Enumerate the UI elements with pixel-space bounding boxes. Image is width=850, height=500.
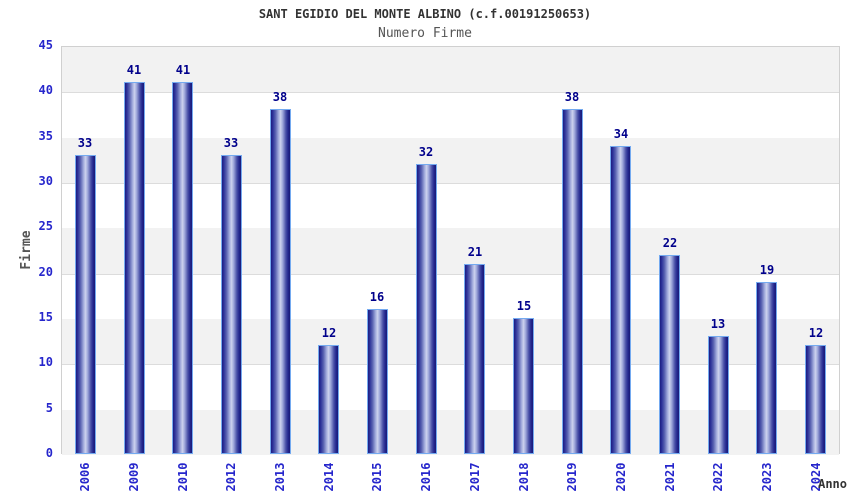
bar-value-label: 15 bbox=[516, 299, 532, 313]
x-tick-label: 2013 bbox=[273, 462, 287, 492]
bar-value-label: 41 bbox=[175, 63, 191, 77]
bar-value-label: 34 bbox=[613, 127, 629, 141]
y-tick-label: 30 bbox=[38, 174, 53, 188]
bar bbox=[708, 336, 729, 454]
y-axis-label: Firme bbox=[19, 230, 34, 270]
bar-value-label: 22 bbox=[662, 236, 678, 250]
x-tick-label: 2017 bbox=[468, 462, 482, 492]
x-tick-label: 2006 bbox=[78, 462, 92, 492]
y-tick-label: 35 bbox=[38, 128, 53, 143]
bar-value-label: 21 bbox=[467, 245, 483, 259]
bar-value-label: 41 bbox=[126, 63, 142, 77]
bar bbox=[513, 318, 534, 454]
bar bbox=[610, 146, 631, 454]
x-tick-label: 2023 bbox=[760, 462, 774, 492]
bar bbox=[659, 255, 680, 454]
bar-value-label: 33 bbox=[223, 136, 239, 150]
bar bbox=[172, 82, 193, 454]
bar bbox=[805, 345, 826, 454]
gridline bbox=[62, 273, 839, 275]
x-tick-label: 2021 bbox=[663, 462, 677, 492]
bar-value-label: 38 bbox=[272, 90, 288, 104]
x-tick-label: 2019 bbox=[565, 462, 579, 492]
x-tick-label: 2012 bbox=[224, 462, 238, 492]
x-tick-label: 2020 bbox=[614, 462, 628, 492]
chart-title: SANT EGIDIO DEL MONTE ALBINO (c.f.001912… bbox=[258, 7, 592, 21]
bar bbox=[318, 345, 339, 454]
y-tick-label: 0 bbox=[45, 446, 53, 460]
bar bbox=[221, 155, 242, 454]
gridline bbox=[62, 92, 839, 94]
bar bbox=[464, 264, 485, 454]
bar-value-label: 12 bbox=[321, 326, 337, 340]
x-axis-label: Anno bbox=[818, 477, 847, 491]
y-tick-label: 5 bbox=[45, 400, 53, 415]
x-tick-label: 2022 bbox=[711, 462, 725, 492]
x-tick-label: 2015 bbox=[370, 462, 384, 492]
y-tick-label: 40 bbox=[38, 83, 53, 98]
x-tick-label: 2016 bbox=[419, 462, 433, 492]
bar bbox=[75, 155, 96, 454]
chart-subtitle: Numero Firme bbox=[378, 26, 472, 41]
bar bbox=[416, 164, 437, 454]
x-tick-label: 2014 bbox=[322, 462, 336, 492]
y-tick-label: 45 bbox=[38, 38, 53, 52]
bar-value-label: 13 bbox=[710, 317, 726, 331]
x-tick-label: 2009 bbox=[127, 462, 141, 492]
bar bbox=[367, 309, 388, 454]
bar bbox=[756, 282, 777, 454]
y-tick-label: 20 bbox=[38, 264, 53, 279]
x-tick-label: 2018 bbox=[517, 462, 531, 492]
bar bbox=[562, 109, 583, 454]
y-tick-label: 15 bbox=[38, 310, 53, 324]
bar bbox=[270, 109, 291, 454]
bar-value-label: 33 bbox=[77, 136, 93, 150]
gridline bbox=[62, 364, 839, 366]
y-tick-label: 25 bbox=[38, 219, 53, 234]
y-tick-label: 10 bbox=[38, 355, 53, 370]
gridline bbox=[62, 183, 839, 184]
bar-value-label: 16 bbox=[369, 290, 385, 304]
bar-value-label: 32 bbox=[418, 145, 434, 159]
bar-value-label: 12 bbox=[808, 326, 824, 340]
bar bbox=[124, 82, 145, 454]
x-tick-label: 2010 bbox=[176, 462, 190, 492]
bar-value-label: 38 bbox=[564, 90, 580, 104]
bar-value-label: 19 bbox=[759, 263, 775, 277]
